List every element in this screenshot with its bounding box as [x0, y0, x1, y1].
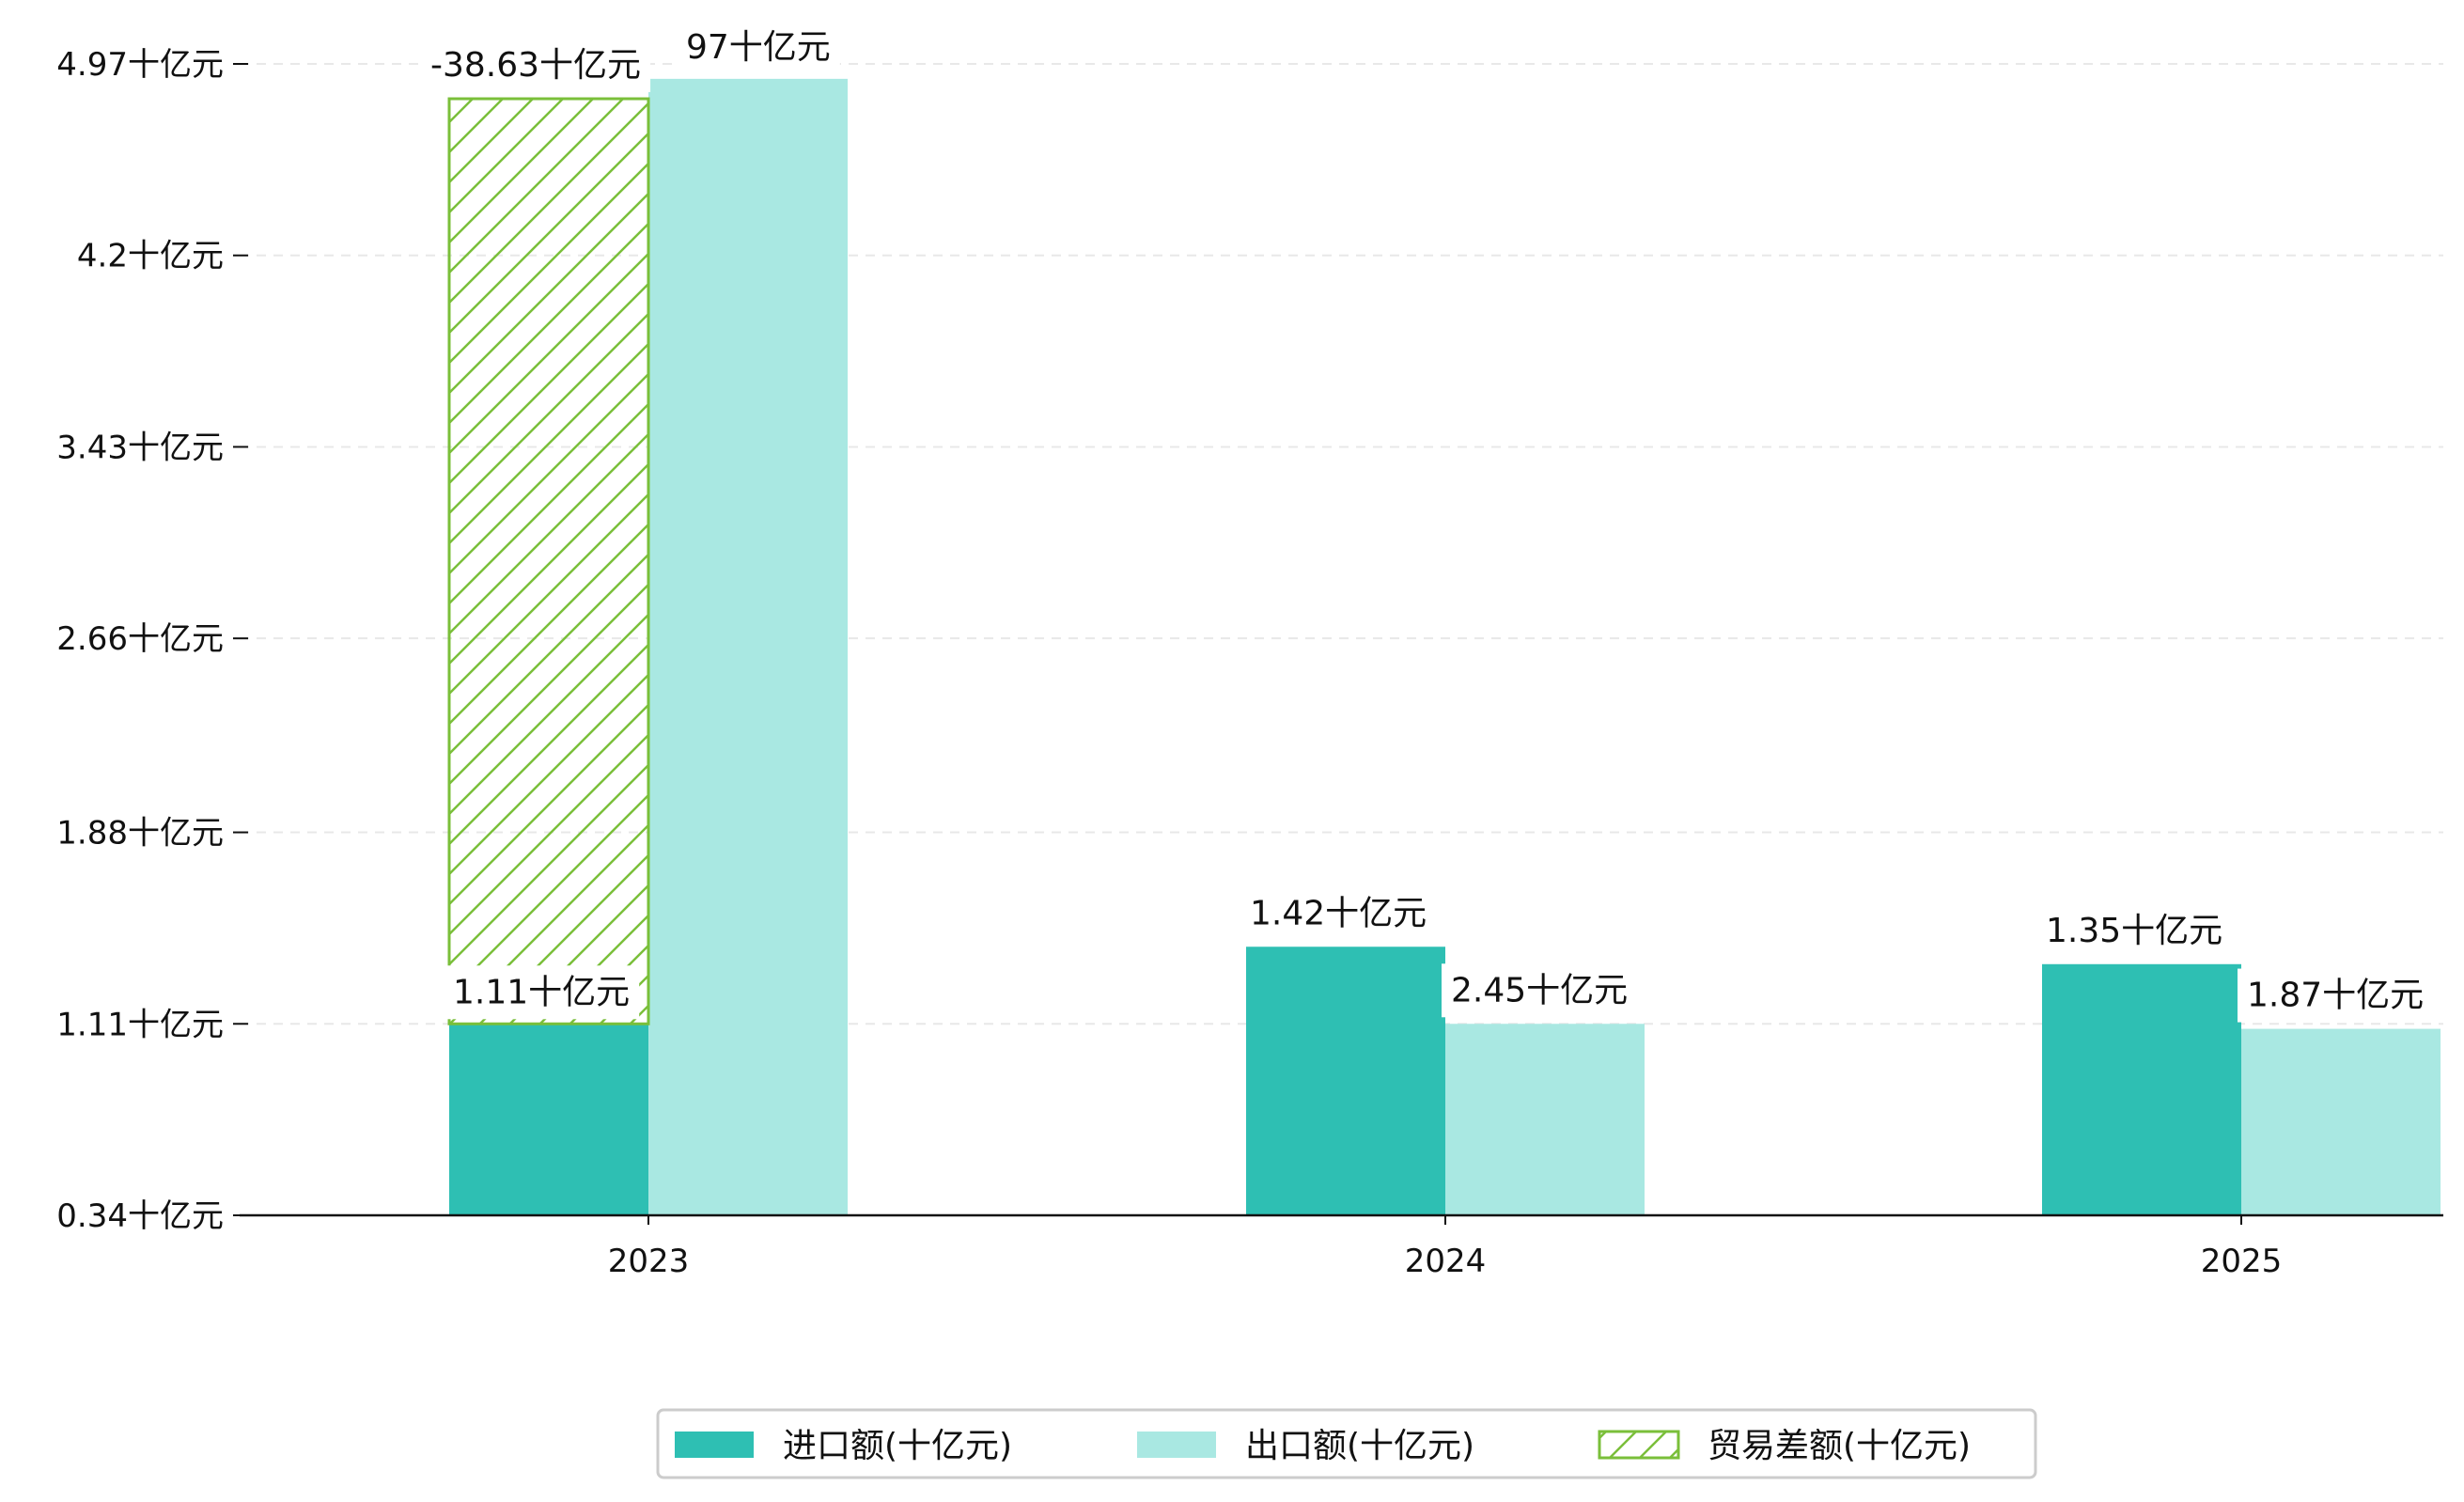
import-value-label-bg [444, 965, 640, 1020]
y-tick-label: 0.34十亿元 [56, 1197, 224, 1235]
import-value-label: 1.35十亿元 [2036, 903, 2233, 958]
legend: 进口额(十亿元) 出口额(十亿元) 贸易差额(十亿元) [656, 1408, 2037, 1479]
balance-value-label-bg [421, 39, 651, 93]
x-tick-label: 2025 [2201, 1243, 2283, 1280]
x-tick-label: 2023 [608, 1243, 690, 1280]
export-bar [2241, 1028, 2441, 1215]
export-bar [648, 78, 848, 1215]
export-value-label: 1.87十亿元 [2238, 968, 2434, 1023]
legend-swatch-balance [1598, 1430, 1680, 1460]
balance-value-label-text: -38.63十亿元 [430, 46, 641, 85]
trade-balance-bar [447, 97, 650, 1025]
axes: 0.34十亿元 1.11十亿元 1.88十亿元 2.66十亿元 3.43十亿元 4.2十亿… [56, 46, 2443, 1280]
export-value-label-bg [677, 20, 840, 74]
legend-label: 出口额(十亿元) [1245, 1427, 1474, 1465]
export-value-label: 2.45十亿元 [1442, 963, 1638, 1018]
import-value-label-text: 1.11十亿元 [453, 973, 630, 1011]
bars [447, 78, 2441, 1215]
import-value-label-bg [2036, 903, 2233, 958]
import-value-label: 1.11十亿元 [444, 965, 640, 1020]
legend-box [656, 1408, 2037, 1479]
export-value-label-bg [2238, 968, 2434, 1023]
import-bar [449, 1024, 648, 1215]
import-bar [1246, 947, 1445, 1215]
y-tick-label: 4.97十亿元 [56, 46, 224, 84]
data-labels: 1.11十亿元 -38.63十亿元 97十亿元 1.42十亿元 2.45十亿元 1.35十… [421, 20, 2434, 1023]
y-tick-label: 4.2十亿元 [77, 238, 224, 275]
export-bar [1445, 1024, 1645, 1215]
import-value-label-text: 1.42十亿元 [1250, 894, 1427, 932]
export-value-label-text: 2.45十亿元 [1451, 971, 1628, 1009]
y-tick-label: 1.11十亿元 [56, 1006, 224, 1043]
export-value-label-text: 97十亿元 [686, 28, 831, 67]
y-tick-label: 1.88十亿元 [56, 815, 224, 853]
import-value-label-text: 1.35十亿元 [2046, 912, 2222, 950]
x-tick-label: 2024 [1405, 1243, 1487, 1280]
legend-label: 贸易差额(十亿元) [1708, 1427, 1971, 1465]
legend-swatch [675, 1432, 754, 1458]
import-value-label-bg [1240, 886, 1437, 941]
import-bar [2042, 963, 2241, 1215]
legend-swatch [1137, 1432, 1216, 1458]
y-tick-label: 2.66十亿元 [56, 620, 224, 658]
export-value-label: 97十亿元 [677, 20, 840, 74]
export-value-label-text: 1.87十亿元 [2247, 977, 2424, 1015]
legend-label: 进口额(十亿元) [783, 1427, 1012, 1465]
import-value-label: 1.42十亿元 [1240, 886, 1437, 941]
y-tick-label: 3.43十亿元 [56, 429, 224, 466]
export-value-label-bg [1442, 963, 1638, 1018]
balance-value-label: -38.63十亿元 [421, 39, 651, 93]
